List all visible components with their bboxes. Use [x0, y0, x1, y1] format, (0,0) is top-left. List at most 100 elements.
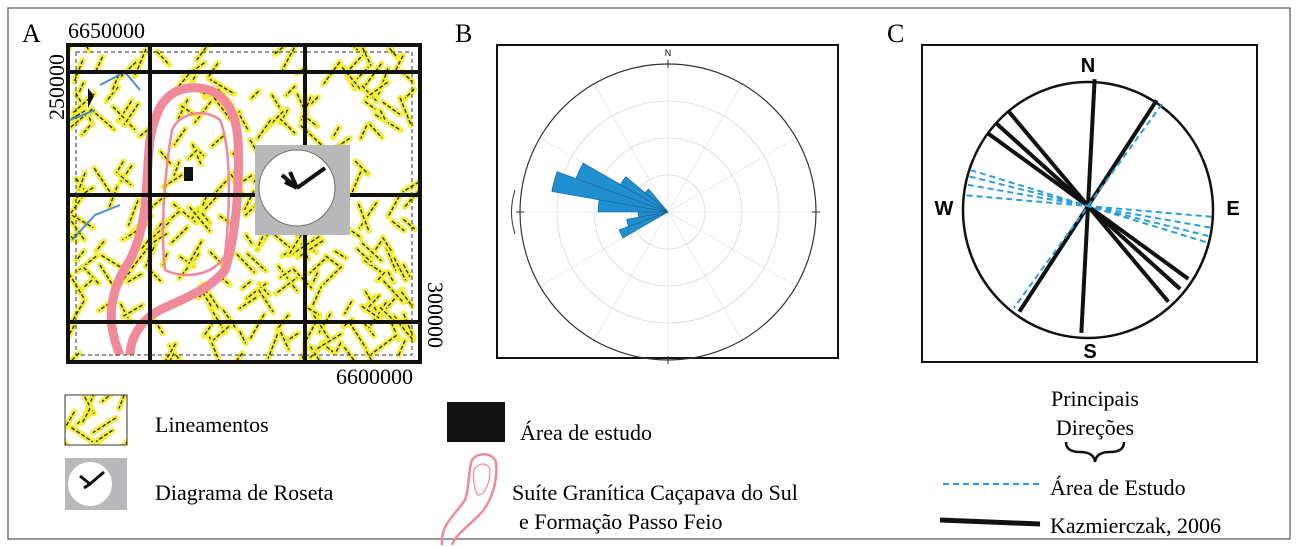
lineament-core — [332, 126, 340, 138]
lineament-core — [128, 246, 150, 272]
lineament-core — [300, 125, 323, 146]
panel-frame — [921, 44, 1258, 363]
lineament-core — [358, 202, 378, 229]
lineament-core — [83, 266, 99, 284]
lineament-core — [398, 340, 406, 356]
lineament-core — [315, 333, 342, 351]
lineament-core — [77, 82, 85, 94]
lineament-core — [209, 251, 224, 266]
coordinate: 6600000 — [336, 364, 413, 389]
lineament-core — [212, 325, 230, 341]
lineament-core — [123, 304, 143, 317]
lineament-core — [76, 255, 97, 273]
coordinate: 6650000 — [68, 18, 145, 43]
lineament-core — [280, 331, 290, 350]
rose-petal — [619, 176, 669, 213]
lineament-core — [279, 269, 292, 279]
lineament-core — [402, 218, 416, 230]
lineament-core — [120, 303, 131, 323]
lineament-core — [385, 247, 397, 271]
lineament-core — [323, 266, 343, 285]
lineament-core — [108, 186, 118, 208]
lineament-core — [381, 236, 393, 253]
lineament-core — [344, 301, 353, 315]
lineament-core — [127, 273, 142, 283]
lineament-core — [285, 85, 296, 96]
lineament-core — [256, 232, 270, 251]
lineament-core — [368, 123, 383, 139]
lineament-core — [163, 174, 183, 188]
legend-label: e Formação Passo Feio — [519, 509, 722, 534]
lineament-core — [402, 180, 420, 193]
panel-label: B — [455, 19, 472, 48]
lineament-core — [116, 271, 131, 288]
lineament-core — [71, 300, 85, 323]
lineament-core — [394, 55, 404, 73]
lineament-core — [173, 161, 180, 176]
lineament-core — [127, 200, 139, 226]
lineament-core — [343, 346, 356, 362]
legend-kaz-line — [939, 517, 1041, 527]
lineament-core — [281, 45, 297, 71]
lineament-core — [160, 151, 172, 165]
lineament-core — [208, 77, 235, 95]
lineament-core — [69, 108, 93, 129]
panel-frame — [496, 44, 839, 359]
lineament-core — [397, 322, 414, 341]
lineament-core — [292, 268, 313, 289]
lineament-core — [82, 407, 91, 423]
legend-suite-swatch — [440, 453, 498, 546]
directions-circle — [961, 80, 1215, 340]
lineament-core — [365, 295, 380, 311]
lineament-core — [123, 103, 139, 126]
rose-spoke — [667, 83, 743, 213]
legend-label: Área de Estudo — [1050, 475, 1186, 500]
rose-petal — [575, 162, 669, 213]
lineament-core — [85, 45, 90, 51]
rose-petal — [618, 211, 669, 239]
lineament-core — [361, 85, 377, 102]
lineament-core — [382, 289, 404, 313]
lineament-core — [307, 307, 320, 316]
lineament-core — [90, 108, 115, 131]
lineament-core — [341, 66, 361, 90]
lineament-core — [246, 253, 267, 272]
lineament-core — [239, 296, 257, 310]
rose-petal — [644, 188, 669, 213]
lineament-core — [70, 190, 88, 214]
lineament-core — [68, 233, 77, 242]
lineament-core — [311, 284, 323, 307]
lineament-core — [92, 417, 117, 434]
south-label: S — [1083, 341, 1096, 363]
lineament-core — [72, 93, 95, 114]
lineament-core — [288, 229, 305, 256]
legend-lineament-pattern — [65, 395, 127, 445]
rose-spoke — [593, 211, 669, 341]
lineament-core — [119, 61, 137, 78]
lineament-core — [81, 124, 91, 136]
lineament-core — [222, 309, 236, 328]
lineament-core — [350, 171, 362, 195]
lineament-core — [95, 240, 105, 252]
figure-border — [7, 7, 1291, 540]
lineament-core — [112, 74, 120, 90]
legend-study-swatch — [447, 402, 505, 442]
lineament-core — [391, 220, 405, 232]
lineament-core — [105, 86, 119, 102]
lineament-core — [112, 106, 136, 131]
rose-spoke — [667, 211, 797, 287]
lineament-core — [93, 167, 111, 193]
lineament-core — [95, 56, 104, 71]
lineament-core — [173, 128, 186, 146]
coordinate: 250000 — [44, 54, 69, 120]
lineament-core — [215, 171, 235, 193]
legend-label: Lineamentos — [155, 412, 269, 437]
west-label: W — [935, 198, 954, 220]
lineament-core — [402, 264, 411, 277]
lineament-core — [312, 272, 319, 283]
lineament-core — [389, 48, 398, 58]
lineament-core — [241, 281, 251, 289]
rose-petal — [637, 211, 669, 218]
legend-label: Área de estudo — [520, 420, 652, 445]
lineament-core — [76, 187, 94, 199]
